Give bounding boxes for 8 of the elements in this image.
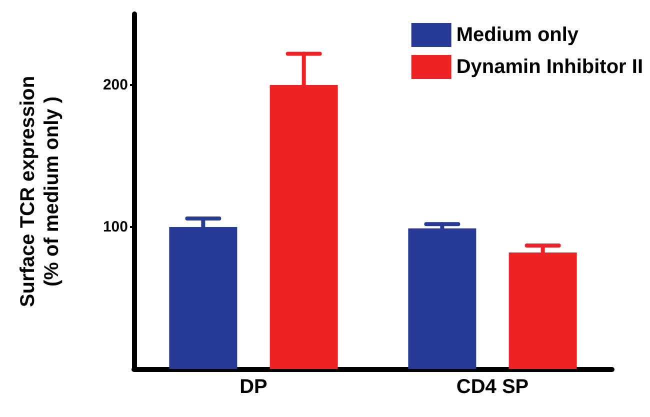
y-axis-title: Surface TCR expression (% of medium only ) [17,76,63,308]
legend-label: Medium only [456,24,580,46]
bar [408,228,476,369]
legend-label: Dynamin Inhibitor II [456,56,643,78]
y-tick-label: 100 [102,218,128,236]
y-tick-label: 200 [102,76,128,94]
x-tick-label: CD4 SP [456,376,529,398]
x-tick-label: DP [240,376,268,398]
